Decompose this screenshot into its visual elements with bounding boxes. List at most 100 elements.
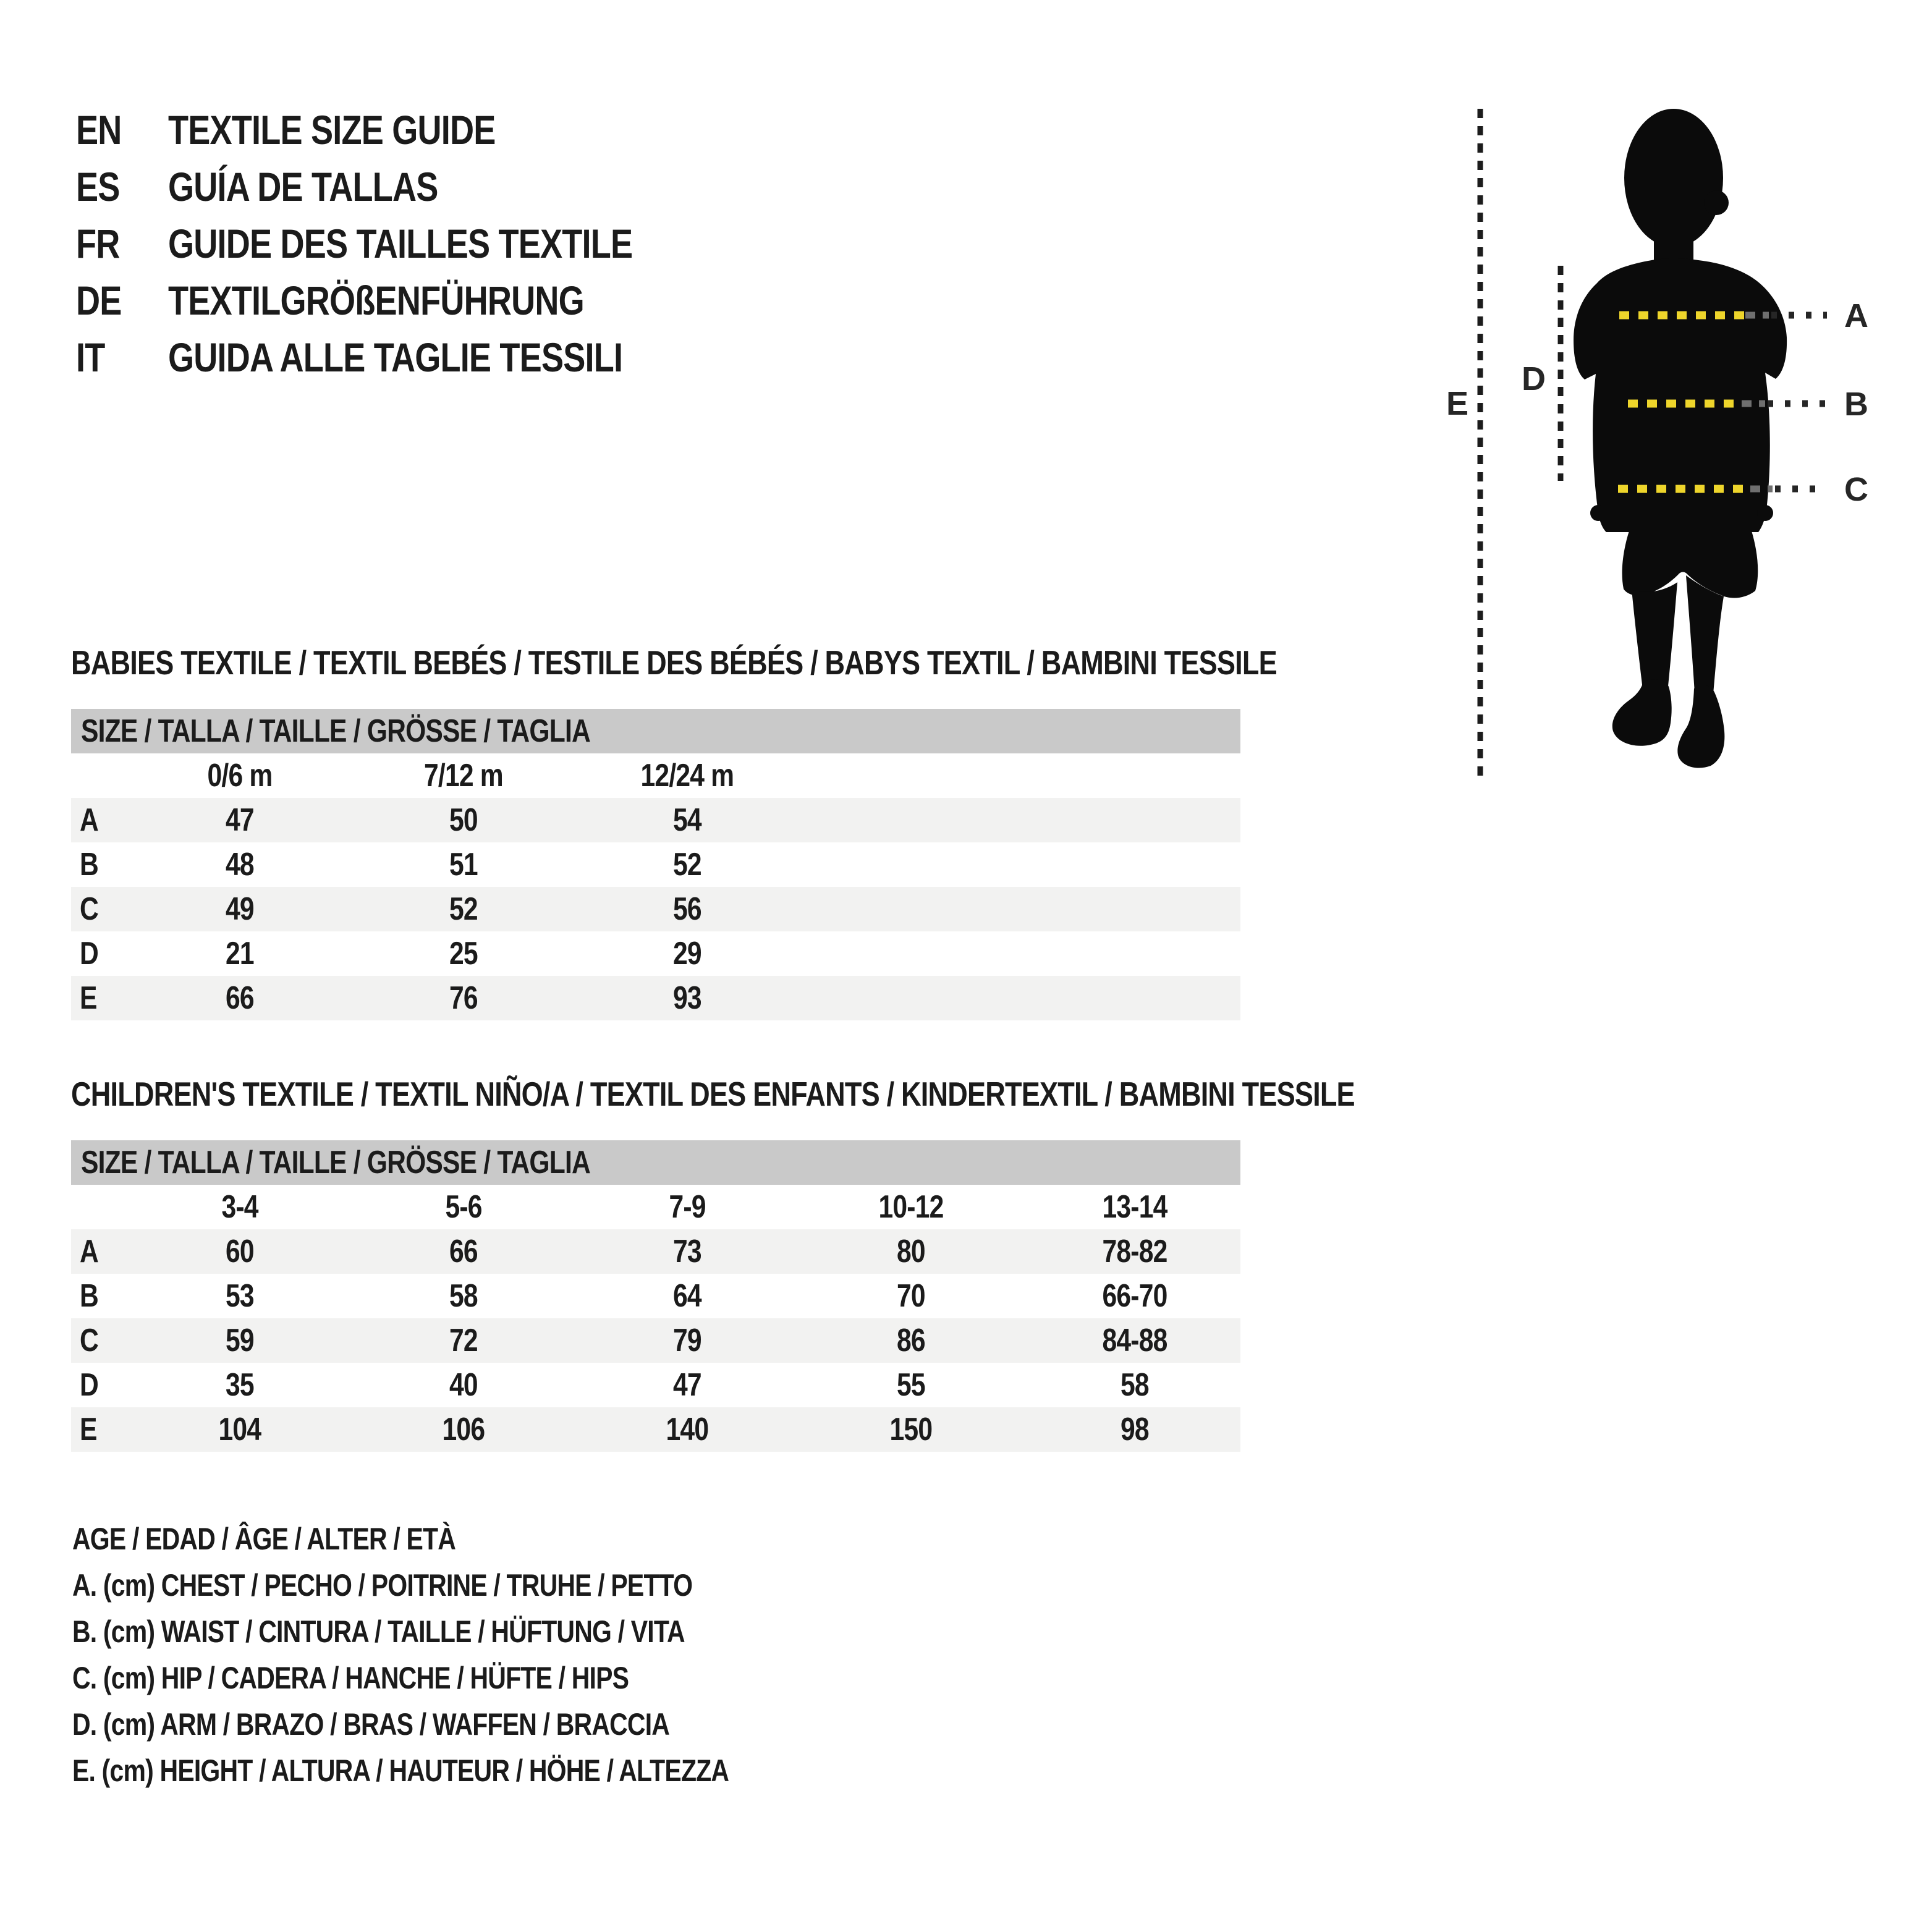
legend-line-text: E. (cm) HEIGHT / ALTURA / HAUTEUR / HÖHE… — [72, 1753, 729, 1788]
language-code: EN — [76, 106, 168, 153]
table-cell-text: 50 — [449, 802, 478, 838]
language-code: ES — [76, 163, 168, 210]
language-row: FR GUIDE DES TAILLES TEXTILE — [76, 215, 734, 272]
table-cell-text: 52 — [449, 891, 478, 927]
measurement-legend: AGE / EDAD / ÂGE / ALTER / ETÀ A. (cm) CH… — [72, 1515, 873, 1794]
child-silhouette-icon — [1574, 109, 1787, 768]
table-cell-text: 49 — [226, 891, 255, 927]
table-cell: 21 — [128, 935, 352, 972]
row-label-text: D — [80, 936, 99, 972]
language-title-text: GUIDA ALLE TAGLIE TESSILI — [168, 334, 623, 380]
table-row: B 53 58 64 70 66-70 — [71, 1274, 1240, 1318]
row-label-text: D — [80, 1367, 99, 1403]
column-header: 13-14 — [1023, 1188, 1247, 1226]
table-cell-text: 54 — [673, 802, 702, 838]
table-row: D 35 40 47 55 58 — [71, 1363, 1240, 1407]
language-title-text: GUIDE DES TAILLES TEXTILE — [168, 221, 633, 266]
table-cell-text: 70 — [897, 1278, 926, 1314]
table-cell: 49 — [128, 891, 352, 928]
label-d: D — [1522, 360, 1546, 397]
table-row: C 59 72 79 86 84-88 — [71, 1318, 1240, 1363]
table-cell-text: 55 — [897, 1367, 926, 1403]
language-code-text: IT — [76, 334, 105, 380]
table-cell: 25 — [352, 935, 575, 972]
table-row: E 66 76 93 — [71, 976, 1240, 1020]
table-cell: 52 — [575, 846, 799, 883]
column-header-text: 12/24 m — [640, 758, 735, 794]
row-label: A — [71, 802, 128, 839]
legend-line: E. (cm) HEIGHT / ALTURA / HAUTEUR / HÖHE… — [72, 1747, 873, 1794]
table-cell: 79 — [575, 1322, 799, 1359]
table-cell-text: 78-82 — [1102, 1234, 1168, 1269]
row-label-text: B — [80, 1278, 99, 1314]
children-heading-text: CHILDREN'S TEXTILE / TEXTIL NIÑO/A / TEX… — [71, 1075, 1355, 1113]
legend-line: AGE / EDAD / ÂGE / ALTER / ETÀ — [72, 1515, 873, 1562]
table-cell: 140 — [575, 1411, 799, 1448]
column-header: 10-12 — [799, 1188, 1023, 1226]
legend-line-text: AGE / EDAD / ÂGE / ALTER / ETÀ — [72, 1521, 456, 1556]
label-b: B — [1844, 386, 1868, 423]
table-cell: 54 — [575, 802, 799, 839]
table-header-row: 0/6 m 7/12 m 12/24 m — [71, 753, 1240, 798]
table-cell: 47 — [575, 1366, 799, 1404]
table-cell: 104 — [128, 1411, 352, 1448]
language-title-text: TEXTILGRÖßENFÜHRUNG — [168, 278, 585, 323]
row-label: B — [71, 1277, 128, 1315]
table-cell: 56 — [575, 891, 799, 928]
size-diagram: A B C D E — [1421, 80, 1932, 791]
table-cell-text: 56 — [673, 891, 702, 927]
language-code: DE — [76, 277, 168, 324]
table-cell: 70 — [799, 1277, 1023, 1315]
row-label-text: A — [80, 1234, 99, 1269]
table-cell-text: 140 — [666, 1412, 710, 1447]
table-row: A 47 50 54 — [71, 798, 1240, 842]
table-cell: 51 — [352, 846, 575, 883]
language-code-text: DE — [76, 278, 122, 323]
row-label: B — [71, 846, 128, 883]
legend-line: A. (cm) CHEST / PECHO / POITRINE / TRUHE… — [72, 1562, 873, 1608]
table-cell-text: 47 — [673, 1367, 702, 1403]
table-cell-text: 51 — [449, 847, 478, 883]
row-label-text: E — [80, 980, 97, 1016]
legend-line: D. (cm) ARM / BRAZO / BRAS / WAFFEN / BR… — [72, 1701, 873, 1747]
legend-line-text: C. (cm) HIP / CADERA / HANCHE / HÜFTE / … — [72, 1660, 629, 1695]
language-row: DE TEXTILGRÖßENFÜHRUNG — [76, 272, 734, 329]
babies-size-table: SIZE / TALLA / TAILLE / GRÖSSE / TAGLIA … — [71, 709, 1240, 1020]
table-cell: 66-70 — [1023, 1277, 1247, 1315]
row-label: A — [71, 1233, 128, 1270]
language-title: GUIDE DES TAILLES TEXTILE — [168, 220, 734, 267]
table-cell-text: 60 — [226, 1234, 255, 1269]
table-cell-text: 98 — [1121, 1412, 1150, 1447]
row-label: E — [71, 1411, 128, 1448]
table-cell: 60 — [128, 1233, 352, 1270]
table-cell-text: 73 — [673, 1234, 702, 1269]
row-label-text: B — [80, 847, 99, 883]
table-cell: 66 — [128, 980, 352, 1017]
table-cell: 76 — [352, 980, 575, 1017]
table-cell: 84-88 — [1023, 1322, 1247, 1359]
table-cell-text: 76 — [449, 980, 478, 1016]
language-code-text: FR — [76, 221, 120, 266]
table-row: D 21 25 29 — [71, 931, 1240, 976]
table-cell-text: 106 — [442, 1412, 486, 1447]
table-cell: 72 — [352, 1322, 575, 1359]
table-cell: 150 — [799, 1411, 1023, 1448]
column-header-text: 7-9 — [669, 1189, 706, 1225]
language-code-text: EN — [76, 107, 122, 153]
column-header: 12/24 m — [575, 757, 799, 794]
table-cell-text: 84-88 — [1102, 1323, 1168, 1358]
row-label-text: A — [80, 802, 99, 838]
table-cell: 80 — [799, 1233, 1023, 1270]
babies-size-bar: SIZE / TALLA / TAILLE / GRÖSSE / TAGLIA — [71, 709, 1240, 753]
table-cell-text: 35 — [226, 1367, 255, 1403]
table-cell: 52 — [352, 891, 575, 928]
row-label: D — [71, 935, 128, 972]
language-title: GUÍA DE TALLAS — [168, 163, 497, 210]
children-size-table: SIZE / TALLA / TAILLE / GRÖSSE / TAGLIA … — [71, 1140, 1240, 1452]
column-header: 0/6 m — [128, 757, 352, 794]
column-header-text: 7/12 m — [424, 758, 504, 794]
table-cell: 66 — [352, 1233, 575, 1270]
language-row: EN TEXTILE SIZE GUIDE — [76, 101, 734, 158]
language-code: IT — [76, 334, 168, 381]
